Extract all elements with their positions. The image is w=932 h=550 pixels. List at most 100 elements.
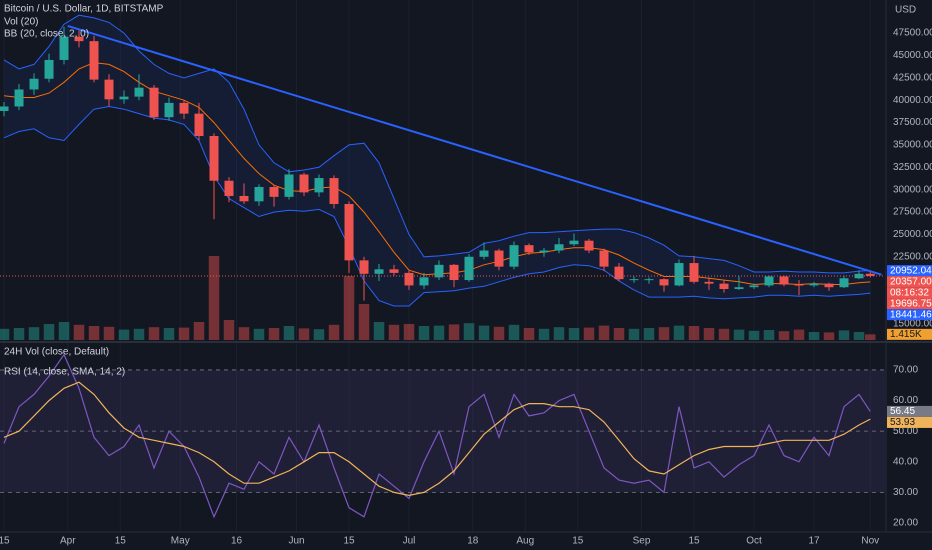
candle-body bbox=[314, 178, 324, 193]
candle-body bbox=[854, 273, 864, 279]
volume-bar bbox=[568, 328, 580, 340]
candle-body bbox=[359, 260, 369, 274]
volume-bar bbox=[193, 322, 205, 340]
volume-bar bbox=[0, 328, 10, 340]
volume-bar bbox=[58, 322, 70, 340]
trend-line bbox=[67, 24, 882, 276]
volume-bar bbox=[823, 332, 835, 340]
y-tick-label: 42500.00 bbox=[893, 72, 932, 83]
price-tag: 20357.00 bbox=[890, 276, 932, 287]
candle-body bbox=[419, 277, 429, 286]
candle-body bbox=[539, 250, 549, 253]
candle-body bbox=[554, 244, 564, 251]
candle-body bbox=[269, 187, 279, 197]
volume-bar bbox=[538, 328, 550, 340]
rsi-sma-tag-bg bbox=[887, 416, 932, 428]
candle-body bbox=[89, 41, 99, 80]
volume-bar bbox=[238, 327, 250, 340]
volume-bar bbox=[853, 332, 865, 340]
candle-body bbox=[794, 284, 804, 286]
candle-body bbox=[584, 240, 594, 251]
volume-bar bbox=[523, 328, 535, 340]
volume-indicator[interactable]: Vol (20) bbox=[4, 17, 38, 28]
y-tick-label: 47500.00 bbox=[893, 28, 932, 39]
volume-bar bbox=[763, 330, 775, 340]
volume-bar bbox=[178, 327, 190, 340]
volume-bar bbox=[448, 324, 460, 340]
y-tick-label: 70.00 bbox=[893, 365, 918, 376]
rsi-tag: 56.45 bbox=[890, 406, 915, 417]
bb-indicator[interactable]: BB (20, close, 2, 0) bbox=[4, 29, 89, 40]
marks-layer bbox=[0, 14, 885, 519]
x-tick-label: 17 bbox=[808, 536, 820, 547]
x-tick-label: Aug bbox=[516, 536, 534, 547]
candle-body bbox=[839, 278, 849, 288]
rsi-sma-line bbox=[3, 381, 871, 497]
volume-bar bbox=[13, 328, 25, 340]
countdown-bg bbox=[887, 287, 932, 299]
volume-bar bbox=[268, 328, 280, 340]
rsi-tag-bg bbox=[887, 405, 932, 417]
volume-bar bbox=[733, 329, 745, 340]
labels-layer: 15000.0017500.0020000.0022500.0025000.00… bbox=[0, 28, 932, 547]
volume-bar bbox=[793, 329, 805, 340]
candle-body bbox=[0, 106, 9, 111]
volume-bar bbox=[223, 320, 235, 340]
candle-body bbox=[374, 269, 384, 274]
vol-pane-title[interactable]: 24H Vol (close, Default) bbox=[4, 347, 109, 358]
candle-body bbox=[824, 283, 834, 288]
volume-bar bbox=[253, 328, 265, 340]
y-tick-label: 45000.00 bbox=[893, 50, 932, 61]
candle-body bbox=[779, 276, 789, 285]
x-tick-label: 15 bbox=[0, 536, 10, 547]
volume-bar bbox=[433, 325, 445, 340]
rsi-title[interactable]: RSI (14, close, SMA, 14, 2) bbox=[4, 367, 125, 378]
volume-bar bbox=[343, 276, 355, 340]
symbol-title[interactable]: Bitcoin / U.S. Dollar, 1D, BITSTAMP bbox=[4, 4, 164, 15]
candle-body bbox=[509, 245, 519, 267]
candle-body bbox=[239, 195, 249, 202]
grid-layer bbox=[0, 0, 885, 532]
volume-bar bbox=[865, 334, 876, 340]
x-tick-label: 18 bbox=[467, 536, 479, 547]
price-tag-bg bbox=[887, 276, 932, 288]
volume-bar bbox=[598, 325, 610, 340]
y-tick-label: 60.00 bbox=[893, 395, 918, 406]
candle-body bbox=[179, 102, 189, 114]
candle-body bbox=[689, 263, 699, 282]
volume-bar bbox=[28, 327, 40, 340]
volume-bar bbox=[103, 326, 115, 340]
candle-body bbox=[344, 204, 354, 261]
candle-body bbox=[704, 281, 714, 284]
candle-body bbox=[809, 283, 819, 286]
candle-body bbox=[29, 78, 39, 90]
x-tick-label: 15 bbox=[688, 536, 700, 547]
candle-body bbox=[524, 245, 534, 253]
volume-bar bbox=[613, 328, 625, 340]
volume-bar bbox=[298, 328, 310, 340]
y-tick-label: 32500.00 bbox=[893, 162, 932, 173]
volume-bar bbox=[493, 326, 505, 340]
x-tick-label: 15 bbox=[115, 536, 127, 547]
volume-bar bbox=[313, 329, 325, 340]
candle-body bbox=[659, 279, 669, 286]
candle-body bbox=[284, 174, 294, 197]
candle-body bbox=[464, 256, 474, 281]
volume-bar bbox=[73, 324, 85, 340]
candle-body bbox=[14, 89, 24, 107]
volume-bar bbox=[463, 323, 475, 340]
x-tick-label: 15 bbox=[572, 536, 584, 547]
y-tick-label: 40.00 bbox=[893, 456, 918, 467]
x-tick-label: Nov bbox=[861, 536, 879, 547]
x-tick-label: 16 bbox=[231, 536, 243, 547]
candle-body bbox=[494, 250, 504, 267]
candle-body bbox=[149, 87, 159, 118]
candle-body bbox=[329, 178, 339, 204]
volume-bar bbox=[553, 327, 565, 340]
y-tick-label: 30000.00 bbox=[893, 184, 932, 195]
volume-bar bbox=[403, 324, 415, 340]
volume-tag-bg bbox=[887, 328, 932, 340]
price-tag: 20952.04 bbox=[890, 265, 932, 276]
volume-bar bbox=[358, 304, 370, 340]
